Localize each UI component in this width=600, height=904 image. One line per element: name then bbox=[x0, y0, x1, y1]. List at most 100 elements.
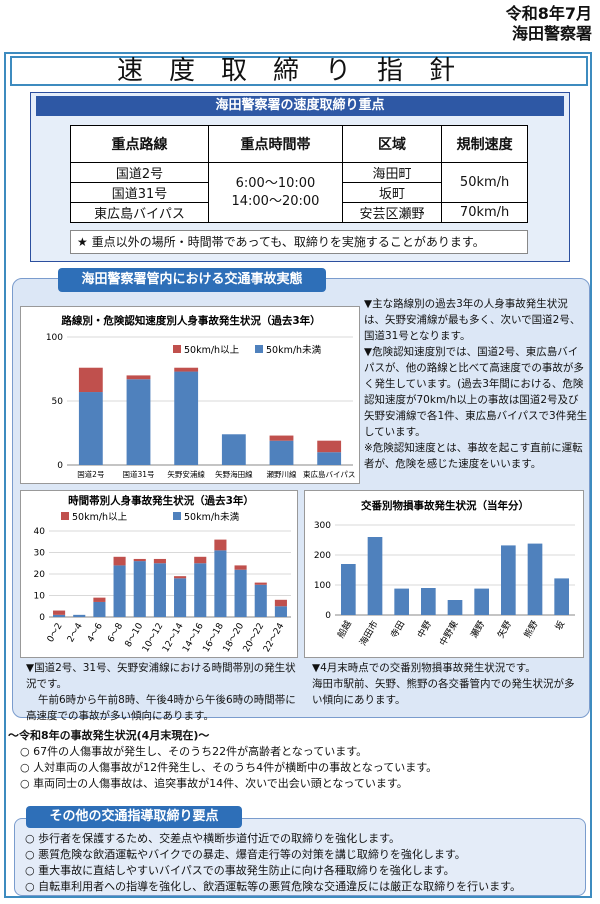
legend-label: 50km/h未満 bbox=[184, 511, 240, 523]
y-tick-label: 10 bbox=[34, 592, 46, 602]
legend-label: 50km/h以上 bbox=[72, 512, 128, 523]
route-description: ▼主な路線別の過去3年の人身事故発生状況は、矢野安浦線が最も多く、次いで国道2号… bbox=[364, 296, 588, 472]
chart-title: 路線別・危険認知速度別人身事故発生状況（過去3年） bbox=[61, 314, 320, 327]
route-chart: 路線別・危険認知速度別人身事故発生状況（過去3年） 0 50 100 国道2号 国道31号… bbox=[46, 314, 356, 479]
note-line: ▼4月末時点での交番別物損事故発生状況です。 bbox=[312, 662, 536, 674]
issuing-station: 海田警察署 bbox=[511, 24, 592, 43]
chart-title: 交番別物損事故発生状況（当年分） bbox=[361, 499, 529, 512]
legend-swatch bbox=[255, 345, 263, 353]
description-para: ▼主な路線別の過去3年の人身事故発生状況は、矢野安浦線が最も多く、次いで国道2号… bbox=[364, 298, 581, 342]
y-tick-label: 0 bbox=[325, 611, 331, 621]
enforcement-note: ★ 重点以外の場所・時間帯であっても、取締りを実施することがあります。 bbox=[70, 230, 528, 254]
x-tick-label: 船越 bbox=[335, 619, 354, 641]
y-tick-label: 100 bbox=[46, 333, 63, 343]
x-tick-label: 矢野安浦線 bbox=[167, 469, 205, 479]
status-item: ○ 人対車両の人傷事故が12件発生し、そのうち4件が横断中の事故となっています。 bbox=[20, 761, 438, 774]
bar-segment bbox=[126, 379, 151, 465]
x-tick-label: 0〜2 bbox=[46, 622, 65, 645]
bar-segment bbox=[194, 556, 207, 564]
bar-segment bbox=[554, 578, 569, 615]
bar-segment bbox=[194, 563, 207, 617]
time-chart-note: ▼国道2号、31号、矢野安浦線における時間帯別の発生状況です。 午前6時から午前… bbox=[26, 660, 298, 724]
bar-segment bbox=[153, 558, 166, 564]
table-row: 東広島バイパス 安芸区瀬野 70km/h bbox=[69, 202, 528, 223]
x-tick-label: 瀬野川線 bbox=[267, 469, 297, 479]
y-tick-label: 0 bbox=[57, 461, 63, 471]
route-cell: 国道2号 bbox=[69, 162, 210, 183]
bar-segment bbox=[214, 539, 227, 551]
x-tick-label: 4〜6 bbox=[86, 621, 105, 644]
bar-segment bbox=[73, 614, 86, 617]
x-tick-label: 国道31号 bbox=[122, 469, 154, 479]
bar-segment bbox=[501, 545, 516, 615]
x-tick-label: 矢野 bbox=[495, 619, 514, 641]
other-panel: ○ 歩行者を保護するため、交差点や横断歩道付近での取締りを強化します。 ○ 悪質… bbox=[14, 818, 586, 896]
bar-segment bbox=[174, 576, 187, 579]
col-time: 重点時間帯 bbox=[208, 125, 343, 163]
x-tick-label: 中野東 bbox=[437, 619, 461, 648]
bar-segment bbox=[221, 434, 246, 465]
limit-cell: 50km/h bbox=[441, 162, 528, 203]
status-item: ○ 車両同士の人傷事故は、追突事故が14件、次いで出会い頭となっています。 bbox=[20, 777, 408, 790]
bar-segment bbox=[527, 543, 543, 615]
legend-label: 50km/h以上 bbox=[184, 345, 240, 356]
x-tick-label: 国道2号 bbox=[77, 469, 104, 479]
col-route: 重点路線 bbox=[69, 125, 210, 163]
table-row: 国道2号 6:00〜10:00 14:00〜20:00 海田町 50km/h bbox=[69, 162, 528, 223]
area-cell: 海田町 bbox=[341, 162, 443, 183]
bar-segment bbox=[78, 367, 103, 393]
koban-chart-note: ▼4月末時点での交番別物損事故発生状況です。 海田市駅前、矢野、熊野の各交番管内… bbox=[312, 660, 584, 708]
other-heading: その他の交通指導取締り要点 bbox=[26, 806, 242, 828]
bar-segment bbox=[269, 435, 294, 441]
status-panel: 〜令和8年の事故発生状況(4月末現在)〜 ○ 67件の人傷事故が発生し、そのうち… bbox=[8, 728, 592, 798]
bar-segment bbox=[174, 367, 199, 372]
x-tick-label: 矢野海田線 bbox=[215, 469, 253, 479]
description-para: ▼危険認知速度別では、国道2号、東広島バイパスが、他の路線と比べて高速度での事故… bbox=[364, 346, 588, 438]
y-tick-label: 50 bbox=[52, 397, 64, 407]
status-item: ○ 67件の人傷事故が発生し、そのうち22件が高齢者となっています。 bbox=[20, 745, 368, 758]
other-item: ○ 自転車利用者への指導を強化し、飲酒運転等の悪質危険な交通違反には厳正な取締り… bbox=[25, 880, 521, 893]
table-header-row: 重点路線 重点時間帯 区域 規制速度 bbox=[69, 125, 528, 163]
x-tick-label: 中野 bbox=[415, 619, 434, 641]
accident-heading: 海田警察署管内における交通事故実態 bbox=[58, 268, 326, 292]
bar-segment bbox=[234, 565, 247, 570]
note-line: ▼国道2号、31号、矢野安浦線における時間帯別の発生状況です。 bbox=[26, 662, 296, 690]
x-tick-label: 東広島バイパス bbox=[303, 469, 355, 479]
enforcement-heading: 海田警察署の速度取締り重点 bbox=[36, 96, 564, 116]
bar-segment bbox=[447, 600, 463, 615]
page-frame bbox=[4, 52, 592, 898]
legend-label: 50km/h未満 bbox=[266, 344, 322, 356]
route-cell: 国道31号 bbox=[69, 182, 210, 203]
bar-segment bbox=[367, 537, 383, 615]
bar-segment bbox=[53, 610, 66, 615]
bar-segment bbox=[53, 614, 66, 617]
enforcement-table: 重点路線 重点時間帯 区域 規制速度 国道2号 6:00〜10:00 14:00… bbox=[69, 125, 528, 223]
bar-segment bbox=[214, 550, 227, 617]
header-date-block: 令和8年7月 海田警察署 bbox=[506, 4, 592, 44]
time-range: 14:00〜20:00 bbox=[231, 193, 320, 209]
bar-segment bbox=[254, 584, 267, 617]
bar-segment bbox=[133, 558, 146, 562]
legend-swatch bbox=[61, 512, 69, 520]
description-para: ※危険認知速度とは、事故を起こす直前に運転者が、危険を感じた速度をいいます。 bbox=[364, 442, 583, 470]
x-tick-label: 寺田 bbox=[389, 619, 408, 640]
bar-segment bbox=[317, 440, 342, 453]
bar-segment bbox=[153, 563, 166, 617]
x-tick-label: 瀬野 bbox=[468, 619, 487, 641]
x-tick-label: 坂 bbox=[553, 619, 567, 632]
bar-segment bbox=[113, 565, 126, 617]
time-cell: 6:00〜10:00 14:00〜20:00 bbox=[208, 162, 343, 223]
bar-segment bbox=[274, 599, 287, 607]
x-tick-label: 6〜8 bbox=[106, 621, 125, 644]
limit-cell: 70km/h bbox=[441, 202, 528, 223]
bar-segment bbox=[174, 371, 199, 465]
bar-segment bbox=[341, 564, 356, 615]
bar-segment bbox=[126, 375, 151, 380]
issue-date: 令和8年7月 bbox=[505, 4, 592, 23]
bar-segment bbox=[269, 440, 294, 465]
other-item: ○ 歩行者を保護するため、交差点や横断歩道付近での取締りを強化します。 bbox=[25, 832, 400, 845]
col-area: 区域 bbox=[341, 125, 443, 163]
y-tick-label: 30 bbox=[34, 549, 46, 559]
bar-segment bbox=[394, 588, 409, 615]
